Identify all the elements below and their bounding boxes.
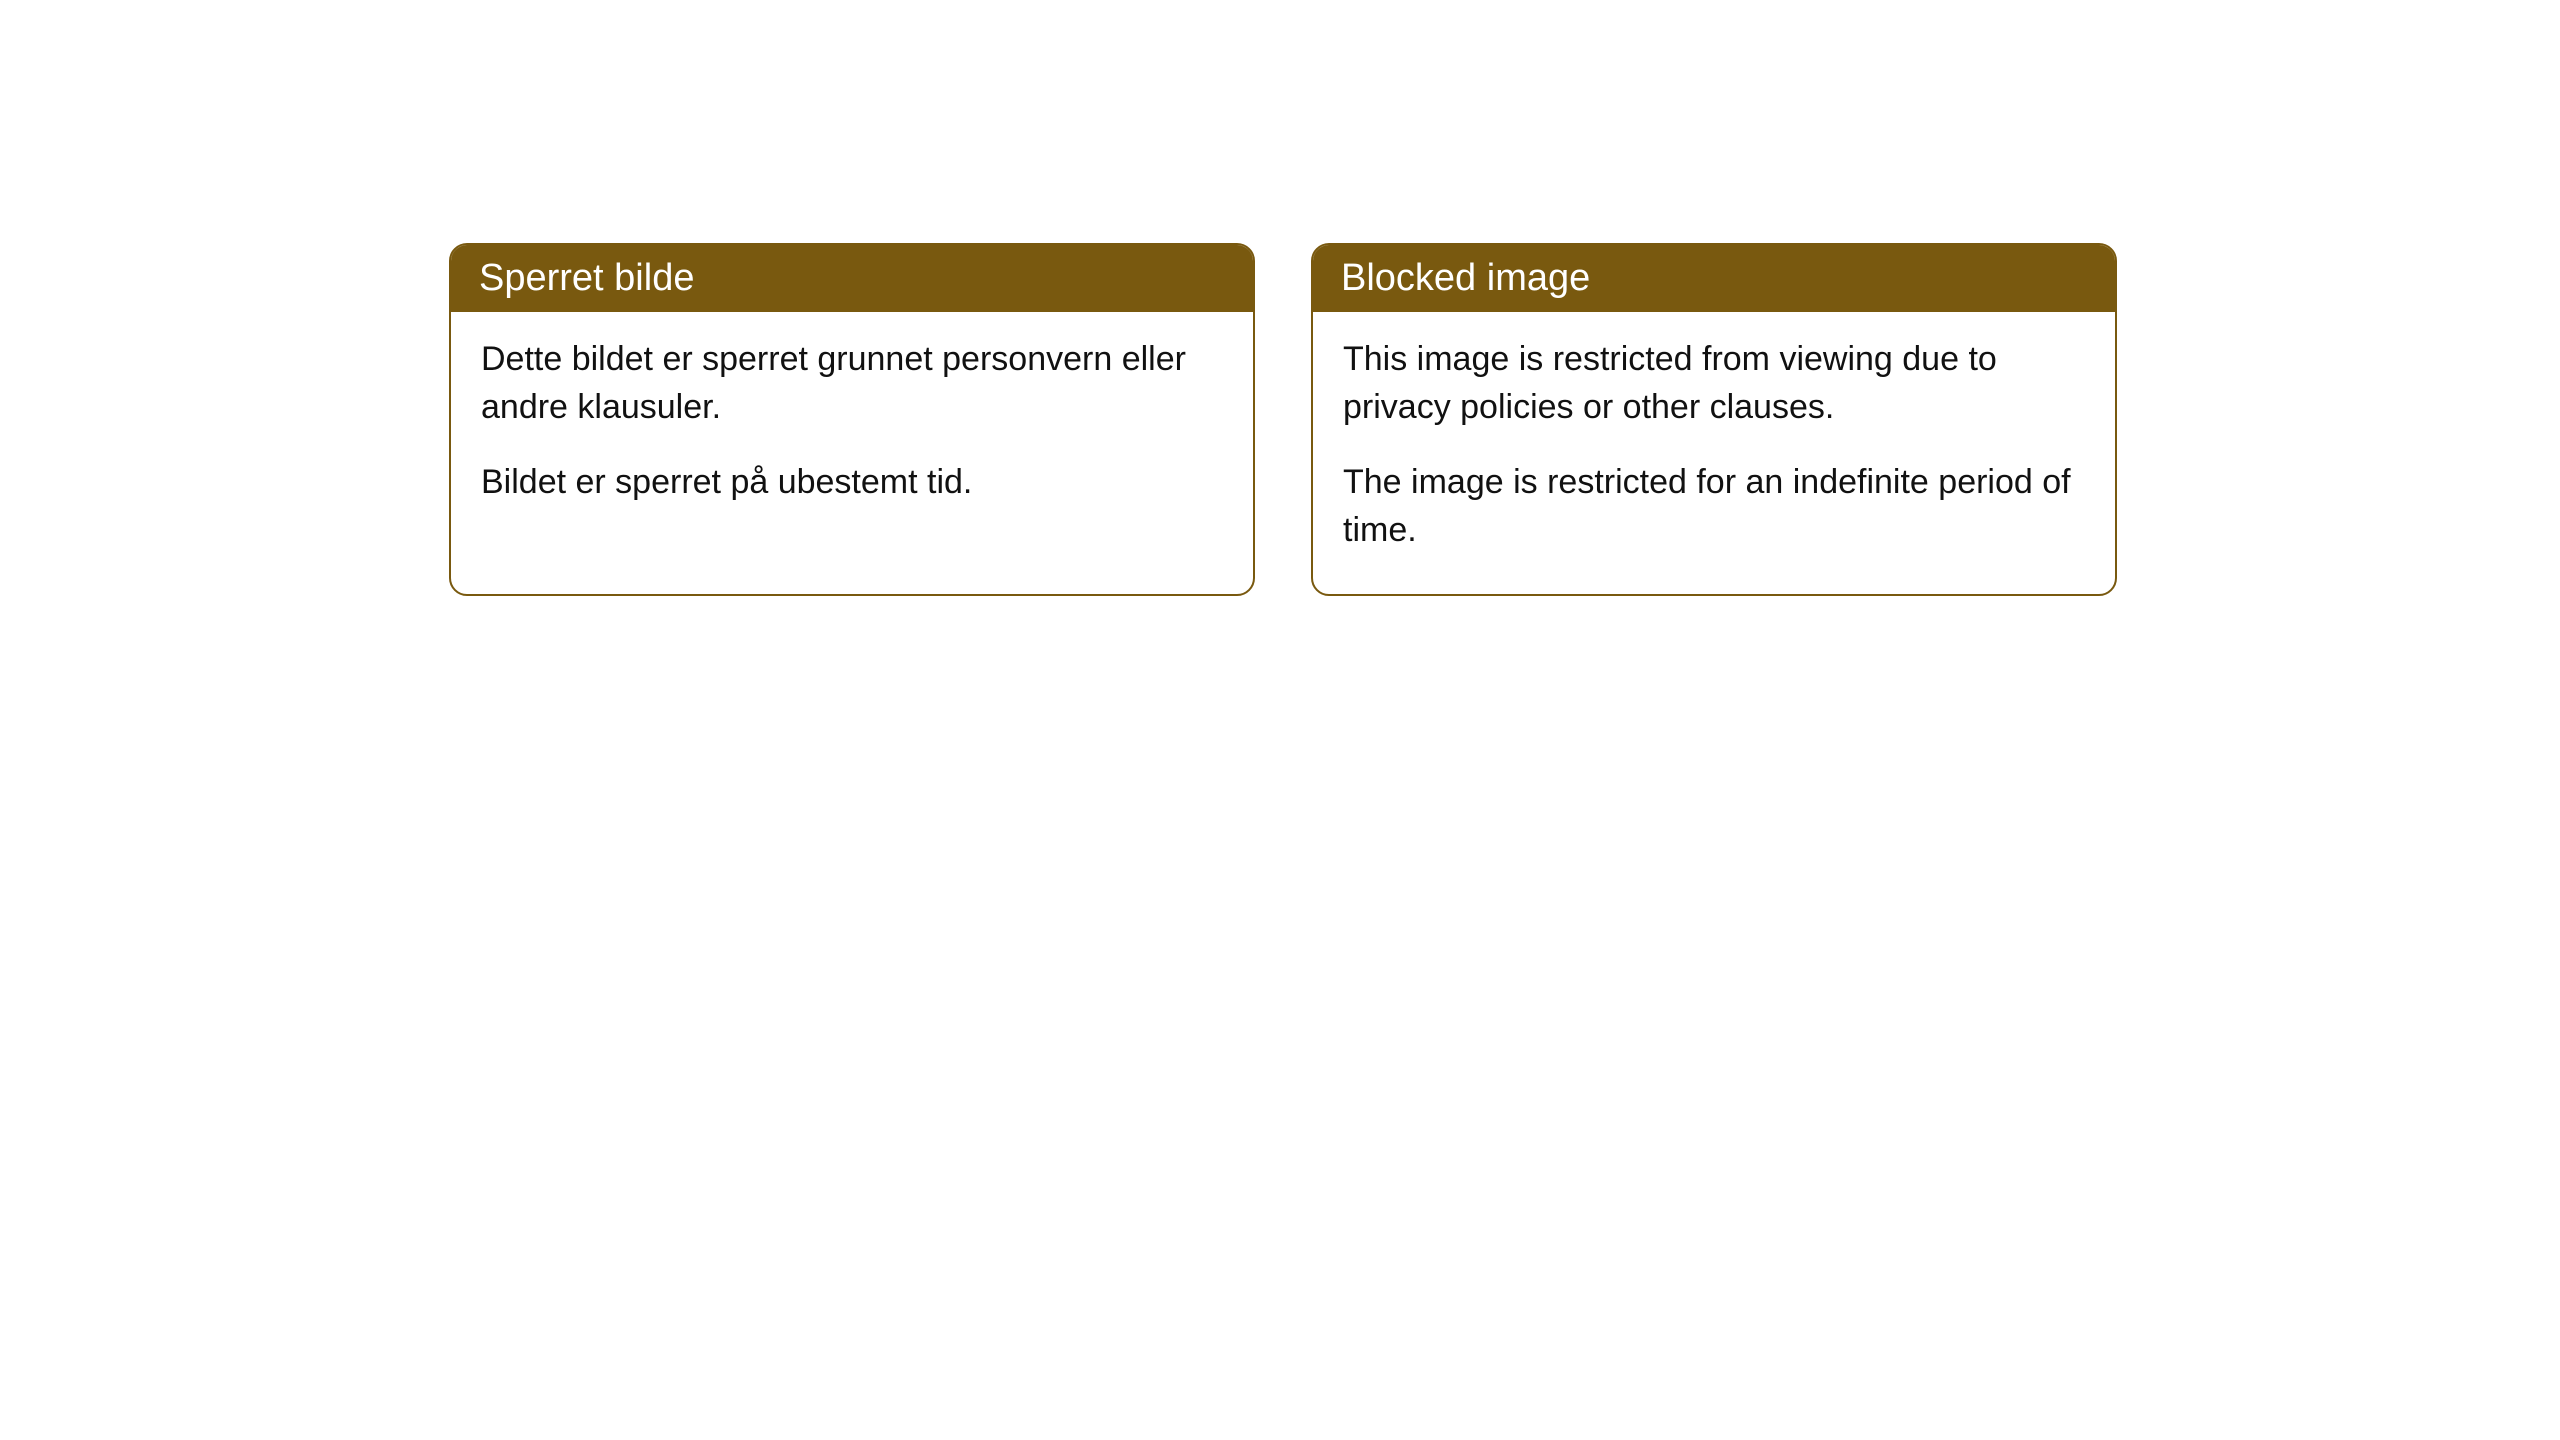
- card-paragraph-2-english: The image is restricted for an indefinit…: [1343, 459, 2085, 554]
- card-paragraph-2-norwegian: Bildet er sperret på ubestemt tid.: [481, 459, 1223, 507]
- card-norwegian: Sperret bilde Dette bildet er sperret gr…: [449, 243, 1255, 596]
- card-header-norwegian: Sperret bilde: [451, 245, 1253, 312]
- card-paragraph-1-english: This image is restricted from viewing du…: [1343, 336, 2085, 431]
- card-title-norwegian: Sperret bilde: [479, 257, 694, 299]
- card-title-english: Blocked image: [1341, 257, 1590, 299]
- card-header-english: Blocked image: [1313, 245, 2115, 312]
- cards-container: Sperret bilde Dette bildet er sperret gr…: [449, 243, 2117, 596]
- card-english: Blocked image This image is restricted f…: [1311, 243, 2117, 596]
- card-body-norwegian: Dette bildet er sperret grunnet personve…: [451, 312, 1253, 547]
- card-body-english: This image is restricted from viewing du…: [1313, 312, 2115, 594]
- card-paragraph-1-norwegian: Dette bildet er sperret grunnet personve…: [481, 336, 1223, 431]
